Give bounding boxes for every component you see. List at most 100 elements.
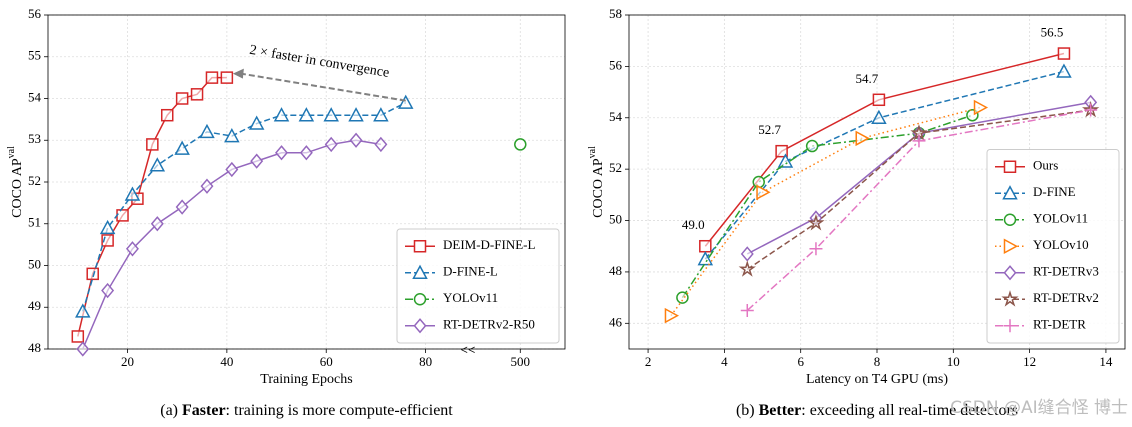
series-line [704,70,1065,260]
watermark: CSDN @AI缝合怪 博士 [950,398,1128,418]
y-tick-label: 56 [28,6,42,21]
annotation: 2 × faster in convergence [248,43,390,81]
value-label: 52.7 [758,122,781,137]
marker [413,293,427,306]
legend-label: YOLOv11 [1033,211,1088,226]
marker [124,186,141,201]
y-tick-label: 58 [609,6,622,21]
marker [76,341,90,357]
marker [807,214,825,231]
marker [1003,160,1017,173]
x-tick-label: 8 [874,354,881,369]
marker [160,108,174,122]
legend-label: YOLOv11 [443,290,498,305]
legend-label: YOLOv10 [1033,237,1089,252]
y-tick-label: 53 [28,131,41,146]
y-tick-label: 50 [609,212,622,227]
marker [205,71,219,84]
marker [1056,63,1072,78]
series-line [82,102,407,312]
x-tick-label: 500 [511,354,531,369]
y-tick-label: 48 [609,263,622,278]
marker [805,139,819,153]
plot-frame [47,14,566,350]
marker [224,128,240,143]
series-line [670,106,981,317]
y-tick-label: 51 [28,215,41,230]
y-tick-label: 50 [28,256,41,271]
x-tick-label: 6 [797,354,804,369]
marker [374,136,388,153]
marker [99,219,116,235]
x-tick-label: 60 [320,354,333,369]
marker [912,134,926,148]
y-tick-label: 52 [28,173,41,188]
marker [71,330,85,343]
series-line [681,114,973,299]
marker [1084,103,1098,117]
legend-label: RT-DETR [1033,317,1086,332]
marker [324,136,338,153]
caption-rest: : training is more compute-efficient [226,402,454,419]
marker [1057,47,1071,60]
marker [1003,238,1019,255]
marker [75,303,91,318]
legend-label: RT-DETRv2-R50 [443,317,535,332]
marker [775,144,788,158]
caption-bold: Faster [182,402,226,419]
legend-box [986,149,1120,344]
legend-label: DEIM-D-FINE-L [443,237,535,252]
marker [1003,213,1017,226]
marker [412,264,428,279]
marker [101,234,114,247]
legend-label: RT-DETRv2 [1033,290,1099,305]
legend-label: D-FINE [1033,184,1076,199]
x-tick-label: 80 [419,354,432,369]
caption-prefix: (b) [736,402,759,419]
series-line [746,101,1091,255]
x-tick-label: 4 [721,354,728,369]
y-tick-label: 55 [28,48,41,63]
marker [275,145,288,161]
y-tick-label: 49 [28,298,41,313]
marker [1002,185,1018,200]
marker [348,107,364,122]
x-tick-label: 40 [220,354,233,369]
marker [514,138,527,151]
y-tick-label: 54 [28,89,42,104]
marker [738,260,756,277]
marker [1003,319,1017,333]
marker [299,145,313,161]
marker [190,88,204,101]
marker [697,251,714,266]
marker [199,123,215,139]
marker [1003,265,1017,281]
marker [225,161,239,178]
plot-frame [628,14,1126,350]
value-label: 56.5 [1041,25,1064,40]
marker [855,130,870,147]
marker [664,307,680,324]
marker [973,99,989,116]
y-axis-label-sup: val [587,146,598,158]
marker [809,242,823,256]
marker [676,291,689,304]
marker [101,282,115,299]
marker [86,267,99,281]
series-line [746,109,1091,270]
marker [740,303,754,317]
y-tick-label: 54 [609,109,623,124]
marker [699,239,712,253]
series-line [77,76,227,337]
marker [250,153,264,169]
marker [174,140,190,155]
marker [740,246,754,262]
x-tick-label: 12 [1023,354,1036,369]
y-tick-label: 46 [609,314,623,329]
y-axis-label: COCO APval [587,146,606,218]
arrow-head [232,68,244,79]
marker [397,94,414,109]
marker [871,109,887,125]
y-axis-label-sup: val [6,146,17,158]
marker [116,209,129,222]
